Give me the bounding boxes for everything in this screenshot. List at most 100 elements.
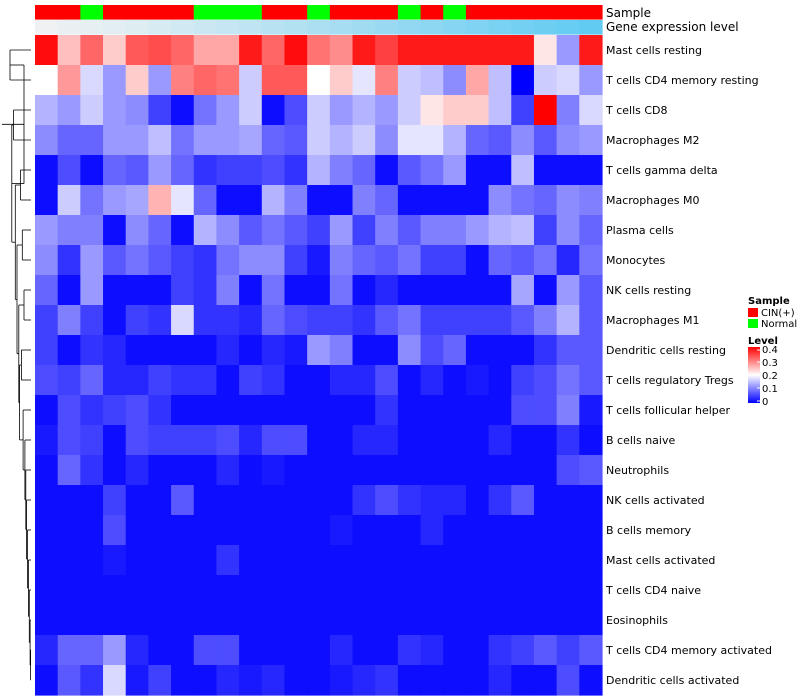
heatmap-cell bbox=[556, 575, 580, 606]
gene-expression-annotation-cell bbox=[239, 20, 263, 35]
heatmap-cell bbox=[193, 245, 218, 276]
heatmap-cell bbox=[216, 215, 240, 246]
heatmap-cell bbox=[307, 515, 331, 546]
heatmap-cell bbox=[307, 485, 331, 516]
heatmap-cell bbox=[533, 155, 558, 186]
heatmap-cell bbox=[261, 215, 286, 246]
heatmap-cell bbox=[148, 155, 172, 186]
heatmap-cell bbox=[488, 575, 512, 606]
row-label: T cells gamma delta bbox=[605, 164, 718, 177]
heatmap-cell bbox=[488, 335, 512, 366]
heatmap-cell bbox=[307, 245, 331, 276]
heatmap-cell bbox=[307, 65, 331, 96]
gene-expression-annotation-cell bbox=[57, 20, 81, 35]
heatmap-cell bbox=[284, 65, 308, 96]
heatmap-cell bbox=[397, 65, 422, 96]
heatmap-cell bbox=[397, 455, 422, 486]
heatmap-cell bbox=[57, 155, 81, 186]
sample-annotation-cell bbox=[465, 5, 490, 20]
sample-annotation-cell bbox=[397, 5, 422, 20]
row-label: T cells CD4 memory resting bbox=[605, 74, 759, 87]
heatmap-cell bbox=[284, 95, 308, 126]
heatmap-cell bbox=[579, 185, 603, 216]
row-label: NK cells resting bbox=[606, 284, 691, 297]
heatmap-cell bbox=[35, 215, 59, 246]
heatmap-cell bbox=[171, 485, 195, 516]
sample-legend: Sample CIN(+) Normal bbox=[748, 296, 797, 330]
heatmap-cell bbox=[125, 335, 149, 366]
heatmap-cell bbox=[35, 665, 59, 696]
heatmap-cell bbox=[80, 305, 104, 336]
heatmap-cell bbox=[103, 305, 127, 336]
heatmap-cell bbox=[125, 185, 149, 216]
heatmap-cell bbox=[375, 455, 399, 486]
heatmap-cell bbox=[579, 95, 603, 126]
heatmap-cell bbox=[284, 635, 308, 666]
row-label: T cells CD4 memory activated bbox=[605, 644, 772, 657]
heatmap-cell bbox=[171, 635, 195, 666]
legend-label-normal: Normal bbox=[761, 319, 797, 330]
heatmap-cell bbox=[443, 275, 467, 306]
row-label: T cells follicular helper bbox=[605, 404, 731, 417]
heatmap-cell bbox=[171, 575, 195, 606]
heatmap-cell bbox=[443, 365, 467, 396]
heatmap-cell bbox=[103, 275, 127, 306]
heatmap-cell bbox=[125, 605, 149, 636]
heatmap-cell bbox=[443, 605, 467, 636]
heatmap-cell bbox=[284, 245, 308, 276]
heatmap-cell bbox=[397, 275, 422, 306]
sample-annotation-cell bbox=[375, 5, 399, 20]
gene-expression-annotation-cell bbox=[284, 20, 308, 35]
heatmap-cell bbox=[103, 35, 127, 66]
heatmap-cell bbox=[148, 185, 172, 216]
heatmap-cell bbox=[352, 515, 376, 546]
heatmap-cell bbox=[375, 515, 399, 546]
heatmap-cell bbox=[171, 155, 195, 186]
heatmap-cell bbox=[556, 335, 580, 366]
heatmap-cell bbox=[511, 455, 535, 486]
heatmap-cell bbox=[579, 665, 603, 696]
heatmap-cell bbox=[284, 575, 308, 606]
heatmap-cell bbox=[125, 515, 149, 546]
heatmap-cell bbox=[171, 65, 195, 96]
gene-expression-annotation-cell bbox=[307, 20, 331, 35]
heatmap-cell bbox=[261, 665, 286, 696]
heatmap-cell bbox=[148, 365, 172, 396]
gene-expression-annotation-cell bbox=[420, 20, 444, 35]
heatmap-cell bbox=[556, 95, 580, 126]
heatmap-cell bbox=[579, 515, 603, 546]
heatmap-cell bbox=[148, 425, 172, 456]
heatmap-cell bbox=[465, 275, 490, 306]
heatmap-cell bbox=[329, 425, 354, 456]
heatmap-cell bbox=[148, 275, 172, 306]
heatmap-cell bbox=[261, 485, 286, 516]
heatmap-cell bbox=[533, 125, 558, 156]
heatmap-cell bbox=[488, 515, 512, 546]
heatmap-cell bbox=[511, 365, 535, 396]
heatmap-cell bbox=[511, 95, 535, 126]
heatmap-cell bbox=[193, 635, 218, 666]
heatmap-cell bbox=[579, 575, 603, 606]
heatmap-cell bbox=[511, 515, 535, 546]
heatmap-cell bbox=[171, 545, 195, 576]
sample-annotation-cell bbox=[171, 5, 195, 20]
heatmap-cell bbox=[533, 545, 558, 576]
sample-legend-title: Sample bbox=[748, 296, 790, 307]
heatmap-cell bbox=[352, 455, 376, 486]
heatmap-cell bbox=[261, 395, 286, 426]
heatmap-cell bbox=[375, 215, 399, 246]
heatmap-cell bbox=[239, 215, 263, 246]
heatmap-cell bbox=[35, 245, 59, 276]
row-label: NK cells activated bbox=[606, 494, 705, 507]
heatmap-cell bbox=[533, 455, 558, 486]
heatmap-cell bbox=[329, 305, 354, 336]
heatmap-cell bbox=[329, 545, 354, 576]
heatmap-cell bbox=[443, 305, 467, 336]
heatmap-cell bbox=[533, 95, 558, 126]
heatmap-cell bbox=[193, 215, 218, 246]
heatmap-cell bbox=[443, 125, 467, 156]
heatmap-cell bbox=[465, 35, 490, 66]
heatmap-cell bbox=[465, 395, 490, 426]
heatmap-cell bbox=[533, 305, 558, 336]
heatmap-cell bbox=[193, 485, 218, 516]
